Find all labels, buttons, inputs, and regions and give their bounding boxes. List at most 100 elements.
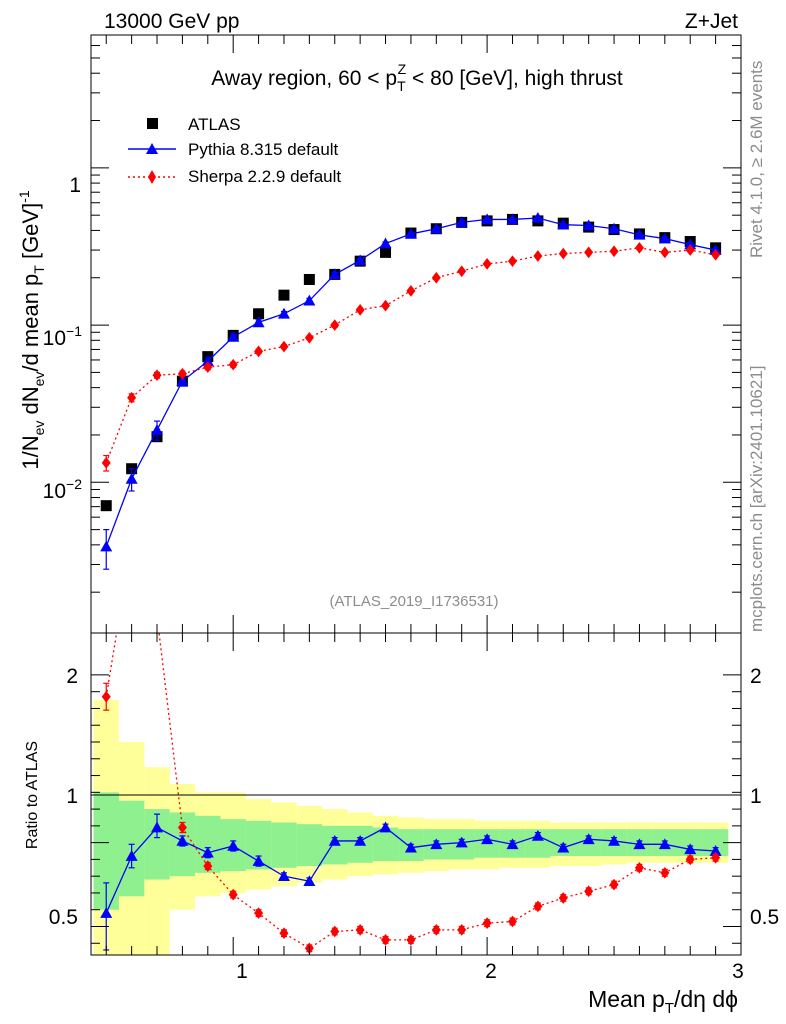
data-point-pythia	[557, 218, 570, 230]
main-ylabel: 1/Nev dNev/d mean pT [GeV]-1	[16, 190, 47, 470]
ratio-point-sherpa	[127, 535, 136, 547]
data-point-pythia	[481, 213, 494, 225]
ratio-point-pythia	[176, 834, 189, 846]
ratio-panel: Ratio to ATLAS 2 1 0.5 2 1 0.5 1 2 3 Mea…	[24, 535, 779, 1017]
data-point-pythia	[404, 227, 417, 239]
xlabel-pre: Mean p	[588, 986, 665, 1012]
ratio-point-pythia	[303, 875, 316, 887]
ratio-point-pythia	[506, 838, 519, 850]
ratio-ytick-label-1: 1	[66, 785, 78, 808]
data-point-pythia	[658, 232, 671, 244]
data-point-sherpa	[609, 245, 619, 258]
series-diamond	[101, 241, 721, 472]
ratio-point-sherpa	[254, 907, 264, 919]
legend-label-atlas: ATLAS	[188, 115, 241, 134]
title-post: < 80 [GeV], high thrust	[406, 67, 623, 90]
ratio-point-sherpa	[101, 690, 111, 703]
ratio-point-pythia	[227, 839, 240, 851]
ratio-point-pythia	[252, 855, 265, 866]
ratio-point-sherpa	[203, 860, 213, 872]
ratio-point-sherpa	[330, 925, 340, 938]
ytick-0.1-exp: −1	[66, 323, 82, 339]
data-point-sherpa	[203, 361, 213, 373]
xtick-label-3: 3	[732, 960, 744, 983]
legend: ATLAS Pythia 8.315 default Sherpa 2.2.9 …	[128, 115, 341, 186]
ratio-point-sherpa	[711, 851, 721, 864]
ratio-point-pythia	[354, 834, 367, 846]
data-point-sherpa	[533, 250, 543, 262]
ylabel-b: ev	[31, 421, 47, 436]
ratio-ytick-right-0.5: 0.5	[750, 906, 779, 929]
data-point-atlas	[100, 500, 112, 512]
ylabel-a: 1/N	[18, 435, 43, 469]
data-point-sherpa	[381, 299, 391, 312]
ratio-point-pythia	[100, 907, 113, 918]
data-point-sherpa	[634, 241, 644, 254]
data-point-sherpa	[177, 367, 187, 380]
ratio-point-sherpa	[482, 917, 492, 929]
ratio-point-sherpa	[584, 885, 594, 898]
ytick-label-1: 1	[69, 174, 81, 197]
ylabel-d: ev	[31, 372, 47, 387]
ratio-point-sherpa	[279, 927, 289, 940]
ratio-point-sherpa	[634, 861, 644, 874]
header-left: 13000 GeV pp	[104, 10, 239, 33]
data-point-pythia	[455, 216, 468, 228]
ratio-ytick-label-2: 2	[66, 665, 78, 688]
data-point-sherpa	[711, 248, 721, 261]
data-point-atlas	[380, 246, 392, 258]
title-sub: T	[397, 78, 406, 94]
legend-marker-sherpa	[148, 170, 156, 184]
ytick-label-0.1: 10−1	[43, 323, 83, 350]
title-sup: Z	[398, 61, 407, 77]
ratio-ytick-right-2: 2	[750, 665, 762, 688]
xtick-label-1: 1	[236, 960, 248, 983]
ylabel-e: /d mean p	[18, 274, 43, 372]
data-point-pythia	[201, 355, 214, 366]
data-point-pythia	[303, 294, 316, 306]
data-point-sherpa	[406, 285, 416, 297]
rivet-label: Rivet 4.1.0, ≥ 2.6M events	[747, 61, 766, 258]
data-point-pythia	[252, 316, 265, 328]
ratio-point-pythia	[531, 829, 544, 841]
ratio-point-pythia	[404, 841, 417, 853]
data-point-pythia	[608, 222, 621, 234]
ratio-point-pythia	[608, 834, 621, 846]
data-point-sherpa	[355, 303, 365, 316]
ratio-point-pythia	[201, 846, 214, 858]
mcplots-label: mcplots.cern.ch [arXiv:2401.10621]	[747, 366, 766, 632]
band-stat_sys_green	[372, 827, 399, 862]
data-point-sherpa	[152, 369, 162, 382]
data-point-pythia	[379, 237, 392, 249]
ratio-ylabel: Ratio to ATLAS	[24, 741, 41, 849]
ratio-point-sherpa	[533, 900, 543, 913]
ratio-point-sherpa	[457, 923, 467, 936]
ratio-point-sherpa	[228, 888, 238, 901]
ratio-point-pythia	[658, 838, 671, 850]
legend-marker-pythia	[146, 143, 158, 154]
ratio-point-sherpa	[355, 923, 365, 936]
ratio-point-pythia	[557, 841, 570, 853]
ratio-point-pythia	[430, 838, 443, 850]
ytick-0.1-base: 10	[43, 327, 66, 350]
main-title: Away region, 60 < pTZ < 80 [GeV], high t…	[211, 61, 623, 94]
data-point-pythia	[531, 211, 544, 223]
ratio-point-sherpa	[660, 866, 670, 879]
ratio-frame	[90, 632, 742, 956]
data-point-sherpa	[685, 244, 695, 256]
ratio-ytick-right-1: 1	[750, 785, 762, 808]
ratio-point-pythia	[125, 850, 138, 861]
data-point-sherpa	[431, 271, 441, 284]
ratio-point-pythia	[582, 833, 595, 845]
ratio-point-pythia	[684, 843, 697, 855]
main-series	[100, 211, 722, 570]
ylabel-f: T	[31, 265, 47, 274]
data-point-sherpa	[507, 255, 517, 268]
data-point-sherpa	[304, 331, 314, 344]
ratio-bands	[93, 700, 729, 955]
ratio-point-sherpa	[406, 934, 416, 946]
band-stat_sys_green	[271, 822, 297, 868]
ratio-series-triangle	[100, 813, 722, 951]
xlabel-post: /dη dϕ	[674, 986, 738, 1012]
data-point-sherpa	[482, 258, 492, 270]
